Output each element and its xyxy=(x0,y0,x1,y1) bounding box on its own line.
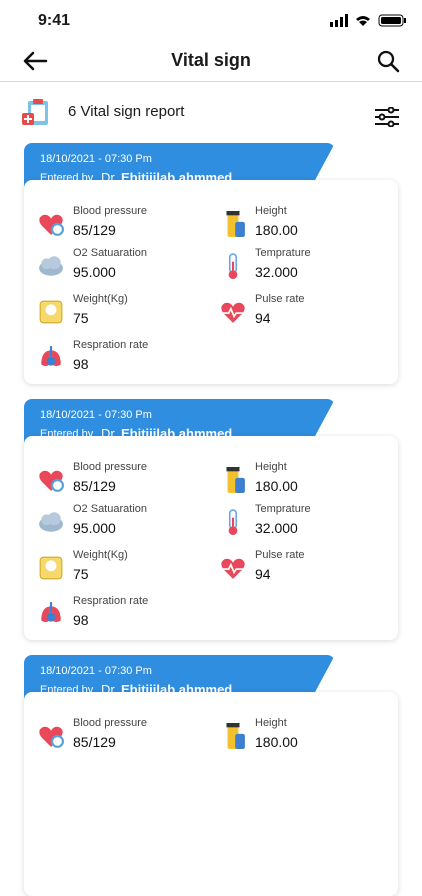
vital-value: 180.00 xyxy=(255,734,298,750)
vital-icon xyxy=(220,253,246,279)
status-time: 9:41 xyxy=(38,12,71,29)
entry-date: 18/10/2021 - 07:30 Pm xyxy=(40,409,152,421)
vital-icon xyxy=(38,299,64,325)
report-icon xyxy=(22,99,48,125)
vital-value: 32.000 xyxy=(255,264,298,280)
vital-label: Height xyxy=(255,717,287,729)
vital-label: Height xyxy=(255,205,287,217)
vital-value: 95.000 xyxy=(73,264,116,280)
vital-label: O2 Satuaration xyxy=(73,503,147,515)
vital-icon xyxy=(38,467,64,493)
divider xyxy=(0,81,422,82)
vital-label: Weight(Kg) xyxy=(73,549,128,561)
vital-icon xyxy=(38,345,64,371)
vital-card: Blood pressure 85/129 Height 180.00 xyxy=(24,692,398,896)
vital-icon xyxy=(38,253,64,279)
vital-label: Blood pressure xyxy=(73,717,147,729)
back-button[interactable] xyxy=(22,50,48,72)
vital-card: Blood pressure 85/129 Height 180.00 O2 Satua… xyxy=(24,180,398,384)
vital-value: 75 xyxy=(73,566,89,582)
vital-value: 85/129 xyxy=(73,222,116,238)
vital-label: Temprature xyxy=(255,247,311,259)
vital-icon xyxy=(38,723,64,749)
vital-value: 98 xyxy=(73,612,89,628)
vital-label: O2 Satuaration xyxy=(73,247,147,259)
vital-icon xyxy=(220,723,246,749)
filter-button[interactable] xyxy=(374,107,400,127)
status-icons xyxy=(330,14,406,27)
vital-label: Pulse rate xyxy=(255,549,305,561)
search-button[interactable] xyxy=(377,50,401,74)
vital-value: 94 xyxy=(255,566,271,582)
report-count: 6 Vital sign report xyxy=(68,103,185,120)
vital-icon xyxy=(38,555,64,581)
vital-label: Pulse rate xyxy=(255,293,305,305)
entry-date: 18/10/2021 - 07:30 Pm xyxy=(40,153,152,165)
vital-value: 85/129 xyxy=(73,734,116,750)
vital-label: Height xyxy=(255,461,287,473)
vital-card: Blood pressure 85/129 Height 180.00 O2 Satua… xyxy=(24,436,398,640)
vital-icon xyxy=(220,509,246,535)
vital-value: 85/129 xyxy=(73,478,116,494)
vital-label: Temprature xyxy=(255,503,311,515)
vital-value: 98 xyxy=(73,356,89,372)
vital-label: Blood pressure xyxy=(73,461,147,473)
entry-date: 18/10/2021 - 07:30 Pm xyxy=(40,665,152,677)
vital-value: 180.00 xyxy=(255,222,298,238)
vital-icon xyxy=(220,299,246,325)
vital-icon xyxy=(38,509,64,535)
vital-value: 95.000 xyxy=(73,520,116,536)
vital-icon xyxy=(38,211,64,237)
vital-value: 75 xyxy=(73,310,89,326)
vital-value: 94 xyxy=(255,310,271,326)
vital-icon xyxy=(220,555,246,581)
screen: 9:41 Vital sign 6 Vital sign report (() … xyxy=(0,12,422,750)
vital-icon xyxy=(220,211,246,237)
vital-label: Weight(Kg) xyxy=(73,293,128,305)
vital-label: Respration rate xyxy=(73,339,149,351)
vital-icon xyxy=(38,601,64,627)
vital-value: 180.00 xyxy=(255,478,298,494)
header-title: Vital sign xyxy=(171,50,251,70)
vital-value: 32.000 xyxy=(255,520,298,536)
vital-label: Blood pressure xyxy=(73,205,147,217)
vital-label: Respration rate xyxy=(73,595,149,607)
vital-icon xyxy=(220,467,246,493)
